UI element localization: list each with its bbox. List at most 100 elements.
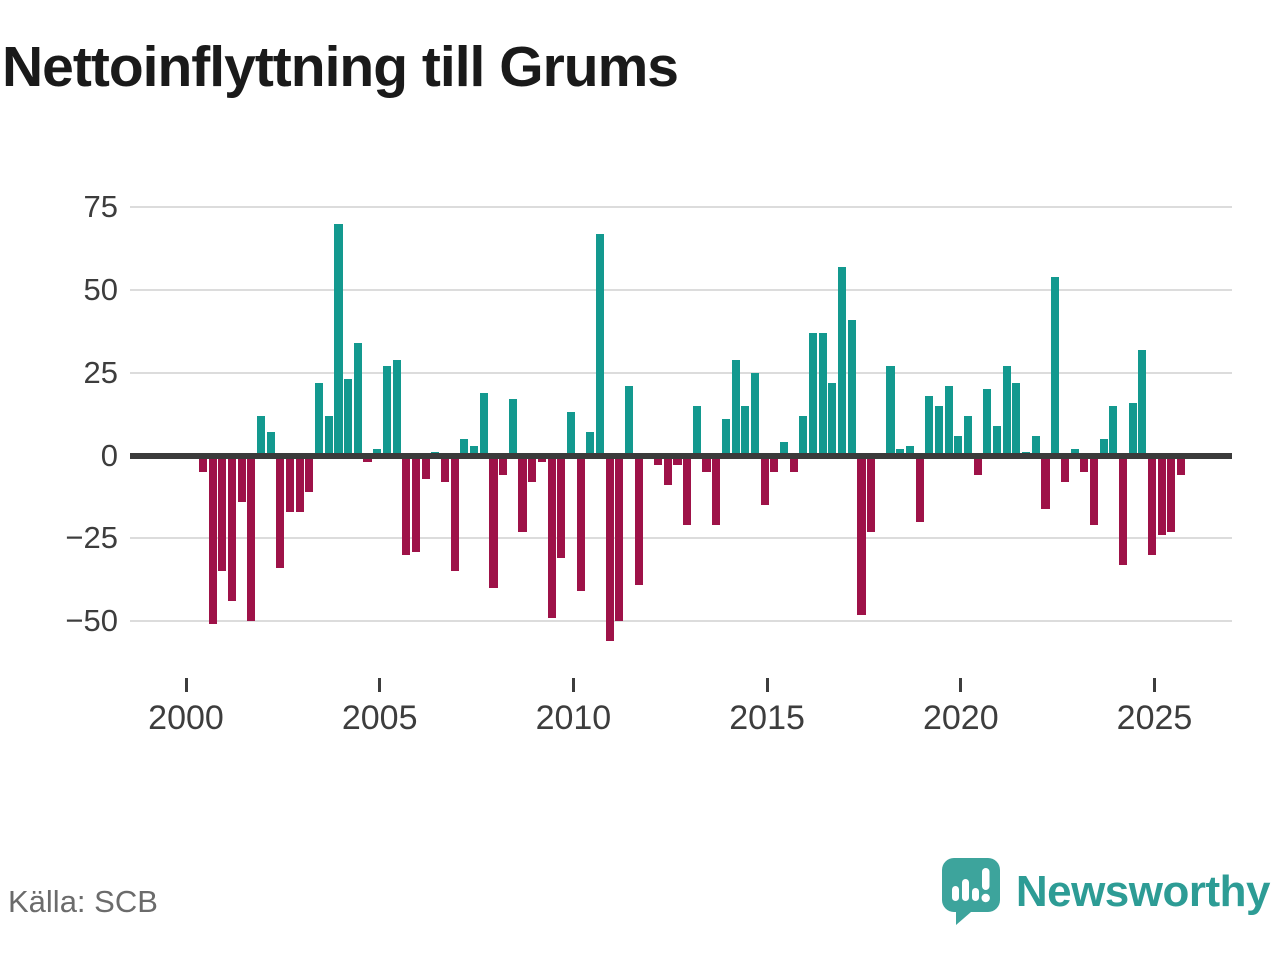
bar-2001-q2 [237,455,246,502]
bar-2020-q3 [983,389,992,456]
bar-2021-q1 [1002,366,1011,456]
bar-2006-q4 [450,455,459,572]
bar-2019-q4 [954,435,963,456]
bar-2015-q1 [770,455,779,473]
bar-2009-q4 [566,412,575,456]
bar-2005-q4 [411,455,421,552]
bar-2008-q3 [518,455,527,532]
bar-2000-q2 [198,455,207,473]
bar-2000-q4 [218,455,227,572]
bar-2019-q1 [925,395,934,456]
bar-2019-q3 [944,385,953,456]
gridline-−50 [130,620,1232,623]
bar-2008-q2 [508,399,517,456]
x-axis-tick [959,678,963,692]
bar-2007-q3 [479,392,488,456]
bar-2020-q4 [993,425,1002,456]
bar-2009-q1 [537,455,546,463]
bar-2023-q3 [1099,438,1108,456]
bar-2003-q2 [315,382,324,456]
bar-2021-q2 [1012,382,1021,456]
bar-2017-q1 [847,319,856,456]
bar-2016-q3 [828,382,837,456]
bar-2022-q4 [1070,448,1079,456]
bar-2002-q3 [286,455,295,512]
gridline-−25 [130,537,1232,540]
x-axis-label: 2020 [922,699,999,737]
bar-2008-q1 [499,455,508,476]
bar-2020-q1 [963,415,973,456]
bar-2004-q4 [373,448,382,456]
chart-title: Nettoinflyttning till Grums [2,35,679,99]
bar-2016-q2 [818,333,827,456]
bar-2011-q1 [615,455,624,622]
bar-2005-q3 [402,455,411,555]
bar-2016-q1 [809,333,818,456]
bar-2007-q4 [489,455,498,588]
bar-2007-q2 [470,445,479,456]
x-axis-tick [571,678,575,692]
bar-2019-q2 [934,405,944,456]
bar-2017-q3 [867,455,876,532]
bar-2025-q1 [1157,455,1166,535]
y-axis-label: 0 [100,437,118,473]
bar-2004-q3 [363,455,372,463]
bar-2010-q2 [586,432,595,456]
bar-2005-q1 [382,366,391,456]
bar-2001-q3 [247,455,256,622]
newsworthy-logo-text: Newsworthy [1015,867,1271,916]
bar-2003-q1 [305,455,314,492]
y-axis-label: −50 [65,603,118,639]
bar-2018-q3 [905,445,914,456]
bar-2012-q2 [663,455,672,486]
bar-2003-q4 [334,223,343,456]
bar-2012-q1 [654,455,663,466]
bar-2024-q3 [1138,349,1147,456]
bar-2018-q1 [886,366,895,456]
bar-2013-q1 [692,405,701,456]
bar-2022-q2 [1051,276,1060,456]
y-axis-label: 25 [83,354,118,390]
bar-2001-q1 [227,455,237,602]
bar-2012-q4 [683,455,692,526]
bar-2001-q4 [256,415,266,456]
bar-2011-q3 [634,455,643,585]
bar-2022-q3 [1060,455,1069,482]
bar-2015-q3 [789,455,798,473]
gridline-50 [130,288,1232,291]
bar-2013-q2 [702,455,711,473]
bar-2023-q1 [1080,455,1089,473]
gridline-25 [130,371,1232,374]
bar-2004-q2 [353,342,362,456]
y-axis-label: −25 [65,520,118,556]
bar-2010-q1 [576,455,585,592]
bar-2018-q4 [915,455,924,522]
bar-2000-q3 [208,455,217,625]
bar-2010-q4 [605,455,614,641]
y-axis-label: 75 [83,189,118,225]
bar-2009-q2 [547,455,556,618]
x-axis-tick [378,678,382,692]
bar-2022-q1 [1041,455,1050,509]
bar-2003-q3 [324,415,333,456]
x-axis-label: 2000 [148,699,224,737]
bar-2017-q2 [857,455,866,615]
bar-2025-q2 [1167,455,1176,532]
bar-2002-q2 [276,455,285,569]
newsworthy-logo: Newsworthy [940,856,1271,928]
x-axis-label: 2015 [729,699,805,737]
bar-2024-q4 [1147,455,1157,555]
bar-2013-q3 [712,455,721,526]
x-axis-tick [765,678,769,692]
bar-2023-q2 [1089,455,1098,526]
bar-2009-q3 [557,455,566,559]
bar-2014-q3 [750,372,759,456]
bar-2010-q3 [595,233,605,456]
bar-2011-q2 [624,385,634,456]
source-note: Källa: SCB [8,884,158,919]
y-axis-label: 50 [83,271,118,307]
x-axis-tick [184,678,188,692]
bar-2025-q3 [1177,455,1186,476]
bar-2015-q2 [779,442,789,456]
